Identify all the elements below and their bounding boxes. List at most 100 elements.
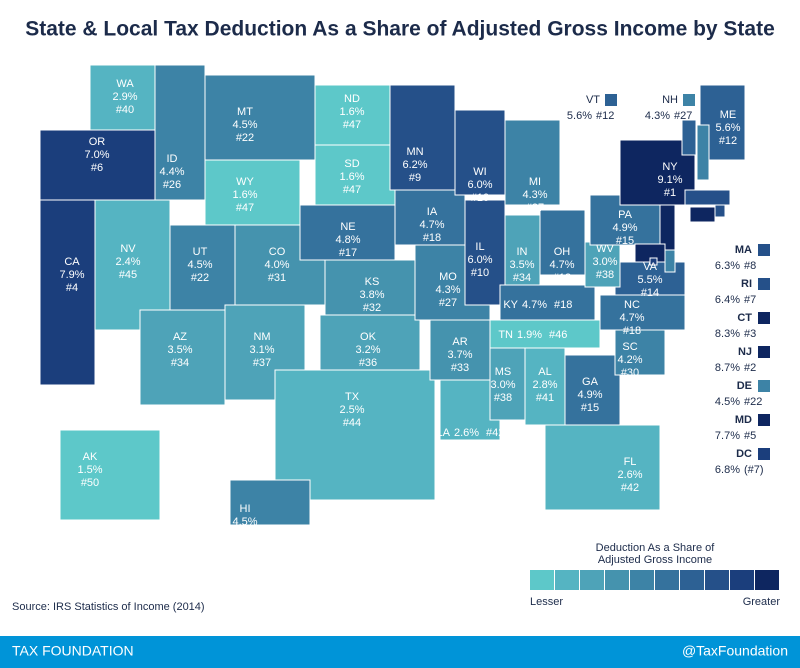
legend-swatch bbox=[680, 570, 704, 590]
state-rank: #9 bbox=[409, 172, 421, 184]
state bbox=[614, 329, 666, 376]
state-abbr: FL bbox=[624, 456, 637, 468]
callout-rank: #22 bbox=[744, 396, 762, 408]
state-labels: WA2.9%#40 OR7.0%#6 CA7.9%#4 NV2.4%#45 ID4.4%… bbox=[59, 78, 770, 541]
state-abbr: CO bbox=[269, 246, 286, 258]
callout-swatch bbox=[683, 94, 695, 106]
callout-abbr: RI bbox=[741, 278, 752, 290]
state-rank: #6 bbox=[91, 162, 103, 174]
state-share: 3.0% bbox=[592, 256, 617, 268]
state-share: 7.9% bbox=[59, 269, 84, 281]
state bbox=[314, 144, 396, 206]
state bbox=[681, 119, 697, 156]
state bbox=[464, 199, 506, 306]
state bbox=[59, 429, 161, 521]
state-abbr: WA bbox=[116, 78, 134, 90]
state bbox=[714, 204, 726, 218]
state-rank: #37 bbox=[253, 357, 271, 369]
state bbox=[274, 369, 436, 501]
state-share: 4.7% bbox=[419, 219, 444, 231]
state-abbr: SC bbox=[622, 341, 637, 353]
state bbox=[429, 319, 491, 381]
callout-rank: #8 bbox=[744, 260, 756, 272]
callout-abbr: VT bbox=[586, 94, 600, 106]
footer-handle: @TaxFoundation bbox=[682, 643, 788, 659]
state-abbr: ND bbox=[344, 93, 360, 105]
state-share: 5.5% bbox=[637, 274, 662, 286]
state-abbr: IN bbox=[517, 246, 528, 258]
state-abbr: CA bbox=[64, 256, 80, 268]
callout-swatch bbox=[758, 346, 770, 358]
callout-rank: #5 bbox=[744, 430, 756, 442]
footer-brand: TAX FOUNDATION bbox=[12, 643, 134, 659]
state-rank: #42 bbox=[486, 427, 504, 439]
state-rank: #26 bbox=[163, 179, 181, 191]
state bbox=[39, 129, 156, 201]
state-abbr: VA bbox=[643, 261, 658, 273]
state bbox=[499, 284, 596, 321]
state bbox=[539, 209, 586, 276]
state-share: 2.8% bbox=[532, 379, 557, 391]
state-share: 6.0% bbox=[467, 254, 492, 266]
state-rank: #47 bbox=[236, 202, 254, 214]
state-rank: #38 bbox=[494, 392, 512, 404]
state-share: 3.8% bbox=[359, 289, 384, 301]
state-share: 4.0% bbox=[264, 259, 289, 271]
state-rank: #14 bbox=[641, 287, 659, 299]
state-rank: #34 bbox=[171, 357, 189, 369]
state-abbr: OK bbox=[360, 331, 377, 343]
state-rank: #10 bbox=[471, 267, 489, 279]
state-rank: #44 bbox=[343, 417, 361, 429]
state-rank: #22 bbox=[236, 132, 254, 144]
states bbox=[39, 64, 746, 526]
state-abbr: ID bbox=[167, 153, 178, 165]
callout-rank: #2 bbox=[744, 362, 756, 374]
state-share: 3.0% bbox=[490, 379, 515, 391]
callout-abbr: DE bbox=[737, 380, 752, 392]
state-abbr: KY bbox=[503, 299, 518, 311]
state-abbr: MO bbox=[439, 271, 457, 283]
state-rank: #30 bbox=[621, 367, 639, 379]
state-abbr: NE bbox=[340, 221, 355, 233]
state-rank: #17 bbox=[339, 247, 357, 259]
state-rank: #45 bbox=[119, 269, 137, 281]
state-rank: #33 bbox=[451, 362, 469, 374]
state bbox=[454, 109, 506, 196]
state bbox=[89, 64, 161, 131]
state bbox=[504, 119, 561, 206]
callout-swatch bbox=[758, 448, 770, 460]
state-abbr: AZ bbox=[173, 331, 187, 343]
state-share: 2.9% bbox=[112, 91, 137, 103]
legend-high: Greater bbox=[743, 596, 781, 608]
callout-abbr: CT bbox=[737, 312, 752, 324]
state-share: 1.6% bbox=[232, 189, 257, 201]
state-rank: #50 bbox=[81, 477, 99, 489]
state-rank: #47 bbox=[343, 119, 361, 131]
legend-swatch bbox=[630, 570, 654, 590]
state-rank: #22 bbox=[191, 272, 209, 284]
state-share: 4.3% bbox=[435, 284, 460, 296]
legend-swatch bbox=[530, 570, 554, 590]
state-abbr: NC bbox=[624, 299, 640, 311]
callout-share: 8.3% bbox=[715, 328, 740, 340]
state-share: 1.6% bbox=[339, 106, 364, 118]
state bbox=[394, 189, 466, 246]
state-rank: #18 bbox=[623, 325, 641, 337]
state bbox=[564, 354, 621, 426]
legend-swatch bbox=[580, 570, 604, 590]
state-share: 4.9% bbox=[577, 389, 602, 401]
state bbox=[319, 314, 421, 371]
legend-swatch bbox=[730, 570, 754, 590]
state-share: 3.2% bbox=[355, 344, 380, 356]
state-abbr: UT bbox=[193, 246, 208, 258]
state-rank: #1 bbox=[664, 187, 676, 199]
state-abbr: AR bbox=[452, 336, 467, 348]
state-rank: #34 bbox=[513, 272, 531, 284]
callout-swatch bbox=[758, 312, 770, 324]
legend-swatch bbox=[555, 570, 579, 590]
state bbox=[524, 347, 566, 426]
state-rank: #18 bbox=[423, 232, 441, 244]
state-rank: #42 bbox=[621, 482, 639, 494]
state-abbr: MT bbox=[237, 106, 253, 118]
state-abbr: MS bbox=[495, 366, 512, 378]
